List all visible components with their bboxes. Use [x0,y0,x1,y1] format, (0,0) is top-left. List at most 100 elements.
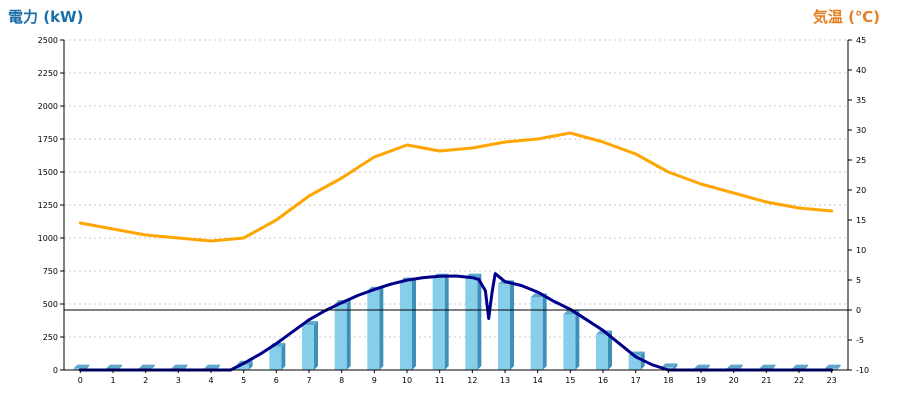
power-bar [530,293,547,370]
power-bar-front [432,277,445,370]
power-bar-front [530,297,543,370]
power-bar-front [236,364,249,370]
power-bar-side [444,273,449,370]
x-tick-label: 22 [794,376,804,385]
right-tick-label: 20 [856,186,866,195]
power-bar-front [400,281,412,370]
left-tick-label: 2250 [38,69,58,78]
power-bar-side [346,300,351,370]
right-tick-label: 40 [856,66,866,75]
left-axis-title: 電力 (kW) [8,8,84,26]
x-tick-label: 7 [306,376,311,385]
power-bar-top [759,364,776,369]
right-tick-label: 10 [856,246,866,255]
x-tick-label: 1 [110,376,115,385]
x-tick-label: 4 [208,376,213,385]
power-bar [432,273,449,370]
power-line [78,272,834,372]
x-tick-label: 16 [598,376,608,385]
power-bar [465,273,482,370]
right-tick-label: 15 [856,216,866,225]
left-tick-label: 2500 [38,36,58,45]
power-bar-top [171,364,188,369]
right-tick-label: 5 [856,276,861,285]
power-bar-front [269,346,282,370]
power-bar-top [792,364,808,369]
power-bars [73,273,841,370]
x-tick-label: 17 [631,376,641,385]
power-bar-front [465,277,478,370]
right-tick-label: 0 [856,306,861,315]
x-tick-label: 10 [402,376,412,385]
power-bar-side [248,360,253,370]
power-bar-front [367,290,380,370]
left-tick-label: 2000 [38,102,58,111]
power-bar-top [73,364,90,369]
power-bar-top [726,364,743,369]
temperature-line [78,131,834,243]
grid-lines [64,39,848,338]
left-tick-label: 500 [43,300,58,309]
power-bar-top [694,364,710,369]
x-tick-label: 21 [761,376,771,385]
power-bar [563,310,580,370]
axes [60,39,852,373]
power-bar-top [106,364,122,369]
left-tick-label: 250 [43,333,58,342]
power-bar [367,286,384,370]
x-tick-label: 3 [176,376,181,385]
power-bar-side [281,342,286,370]
left-tick-label: 750 [43,267,58,276]
power-bar-top [661,363,678,368]
power-bar-front [596,334,608,370]
x-tick-label: 12 [467,376,477,385]
tick-labels: 02505007501000125015001750200022502500-1… [38,36,869,385]
power-bar-side [608,330,612,370]
x-tick-label: 18 [663,376,673,385]
power-bar-side [314,321,318,370]
x-tick-label: 5 [241,376,246,385]
power-bar-side [510,280,514,370]
power-bar-front [302,325,314,370]
x-tick-label: 20 [729,376,739,385]
x-tick-label: 15 [565,376,575,385]
power-bar-top [204,364,220,369]
x-tick-label: 13 [500,376,510,385]
x-tick-label: 2 [143,376,148,385]
power-bar-side [412,277,416,370]
left-tick-label: 1000 [38,234,58,243]
x-tick-label: 19 [696,376,706,385]
x-tick-label: 6 [274,376,279,385]
x-tick-label: 23 [827,376,837,385]
right-tick-label: 25 [856,156,866,165]
power-bar-front [334,304,347,370]
left-tick-label: 1250 [38,201,58,210]
right-tick-label: -10 [856,366,869,375]
power-bar [302,321,318,370]
x-tick-label: 14 [533,376,543,385]
power-bar-front [498,284,510,370]
power-bar [596,330,612,370]
x-tick-label: 11 [435,376,445,385]
power-bar-front [563,314,576,370]
power-bar-top [824,364,841,369]
power-bar-side [673,363,678,370]
left-tick-label: 1500 [38,168,58,177]
power-bar-side [379,286,384,370]
power-bar-side [477,273,482,370]
power-bar-side [575,310,580,370]
power-bar-top [138,364,155,369]
power-bar-side [542,293,547,370]
chart-lines [78,131,834,372]
right-tick-label: 30 [856,126,866,135]
x-tick-label: 8 [339,376,344,385]
right-tick-label: 35 [856,96,866,105]
power-bar [400,277,416,370]
power-bar-side [836,364,841,370]
left-tick-label: 0 [53,366,58,375]
right-tick-label: 45 [856,36,866,45]
right-axis-title: 気温 (℃) [812,8,880,26]
x-tick-label: 0 [78,376,83,385]
power-bar [498,280,514,370]
